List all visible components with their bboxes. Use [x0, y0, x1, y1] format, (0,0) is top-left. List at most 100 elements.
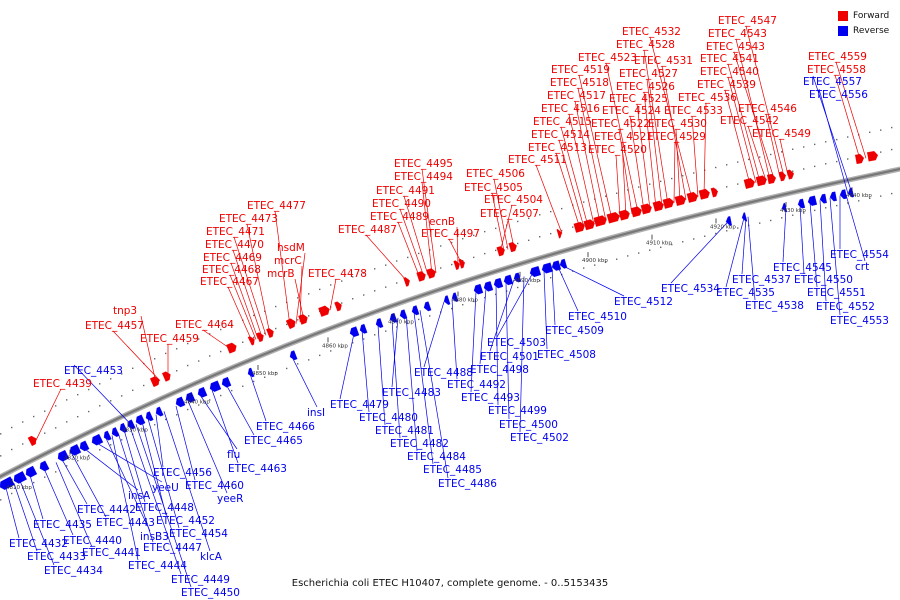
- forward-gene: [583, 219, 595, 231]
- reverse-track-dot: [418, 318, 420, 321]
- tick-label: 4840 kbp: [184, 400, 210, 406]
- forward-gene-label: ETEC_4516: [541, 103, 600, 115]
- leader-line: [519, 276, 525, 433]
- forward-gene-label: ETEC_4468: [202, 264, 261, 276]
- reverse-gene: [839, 189, 847, 200]
- forward-track-dot: [396, 260, 398, 262]
- leader-line: [745, 25, 785, 177]
- tick-label: 4930 kbp: [780, 208, 806, 214]
- reverse-gene: [103, 430, 112, 441]
- forward-inner-dot: [297, 319, 299, 321]
- leader-line: [61, 459, 88, 505]
- gene-features: [0, 151, 879, 490]
- reverse-track-dot: [209, 399, 211, 401]
- leader-line: [405, 314, 418, 452]
- tick-label: 4880 kbp: [452, 297, 478, 303]
- forward-gene: [426, 268, 436, 279]
- reverse-track-dot: [264, 376, 266, 378]
- leader-line: [13, 483, 38, 552]
- reverse-gene-label: ETEC_4450: [181, 587, 240, 599]
- forward-inner-dot: [836, 160, 838, 163]
- leader-line: [799, 204, 805, 275]
- leader-line: [495, 285, 499, 406]
- reverse-gene-label: insI: [307, 407, 325, 419]
- reverse-track-dot: [682, 241, 684, 243]
- reverse-track-dot: [726, 230, 728, 232]
- forward-gene: [496, 246, 505, 257]
- forward-gene: [298, 314, 308, 325]
- leader-line: [765, 113, 781, 178]
- leader-line: [809, 202, 818, 288]
- leader-line: [646, 78, 663, 207]
- forward-swatch: [838, 10, 848, 21]
- reverse-track-dot: [341, 346, 343, 348]
- forward-gene-label: ETEC_4467: [200, 276, 259, 288]
- leader-line: [71, 454, 107, 518]
- reverse-gene-label: ETEC_4550: [794, 274, 853, 286]
- forward-gene: [458, 258, 465, 269]
- reverse-track-dot: [649, 249, 651, 251]
- reverse-track-dot: [825, 207, 827, 209]
- forward-track-dot: [440, 245, 442, 247]
- reverse-track-dot: [275, 371, 277, 374]
- reverse-track-dot: [253, 380, 255, 383]
- reverse-gene: [13, 471, 27, 484]
- reverse-track-dot: [539, 280, 541, 282]
- reverse-gene: [513, 272, 522, 283]
- forward-track-dot: [528, 217, 530, 220]
- forward-gene: [266, 328, 274, 338]
- reverse-track-dot: [550, 276, 552, 279]
- reverse-gene-label: ETEC_4480: [359, 412, 418, 424]
- forward-gene-label: ETEC_4520: [588, 144, 647, 156]
- reverse-track-dot: [187, 408, 189, 411]
- forward-gene-label: ETEC_4536: [678, 92, 737, 104]
- leader-line: [829, 197, 841, 316]
- forward-gene: [27, 435, 37, 447]
- forward-inner-dot: [473, 256, 475, 259]
- forward-gene-label: ETEC_4504: [484, 194, 543, 206]
- reverse-gene-label: ETEC_4486: [438, 478, 497, 490]
- forward-track-dot: [187, 342, 189, 345]
- forward-gene-label: ETEC_4514: [531, 129, 590, 141]
- forward-gene-label: ETEC_4487: [338, 224, 397, 236]
- forward-gene-label: ETEC_4495: [394, 158, 453, 170]
- forward-inner-dot: [55, 427, 57, 429]
- leader-line: [577, 87, 607, 222]
- leader-line: [818, 88, 849, 195]
- forward-gene-label: ETEC_4457: [85, 320, 144, 332]
- forward-gene-label: ETEC_4477: [247, 200, 306, 212]
- leader-line: [117, 432, 154, 543]
- reverse-gene: [289, 350, 298, 361]
- forward-track-dot: [297, 297, 299, 299]
- reverse-gene: [781, 202, 788, 213]
- forward-gene-label: ETEC_4489: [370, 211, 429, 223]
- leader-line: [505, 282, 510, 420]
- tick-label: 4810 kbp: [6, 485, 32, 491]
- reverse-track-dot: [484, 296, 486, 299]
- reverse-gene: [503, 274, 514, 286]
- reverse-track-dot: [220, 394, 222, 397]
- tick-label: 4830 kbp: [122, 428, 148, 434]
- leader-line: [605, 62, 639, 213]
- forward-inner-dot: [176, 370, 178, 372]
- reverse-gene-label: ETEC_4443: [96, 517, 155, 529]
- leader-line: [574, 100, 601, 223]
- forward-gene: [778, 171, 786, 182]
- reverse-track-dot: [0, 499, 2, 501]
- leader-line: [643, 49, 669, 205]
- forward-gene: [256, 332, 264, 343]
- reverse-track-dot: [407, 322, 409, 325]
- forward-inner-dot: [275, 327, 277, 330]
- forward-track-dot: [748, 158, 750, 161]
- reverse-gene: [185, 392, 196, 403]
- leader-line: [733, 51, 775, 179]
- forward-gene-label: ETEC_4459: [140, 333, 199, 345]
- reverse-gene-label: ETEC_4545: [773, 262, 832, 274]
- leader-line: [819, 200, 827, 302]
- reverse-gene-label: ETEC_4510: [568, 311, 627, 323]
- reverse-gene: [551, 260, 562, 271]
- forward-inner-dot: [484, 252, 486, 255]
- reverse-gene-label: crt: [855, 261, 869, 273]
- forward-track-dot: [737, 161, 739, 163]
- leader-line: [83, 448, 139, 491]
